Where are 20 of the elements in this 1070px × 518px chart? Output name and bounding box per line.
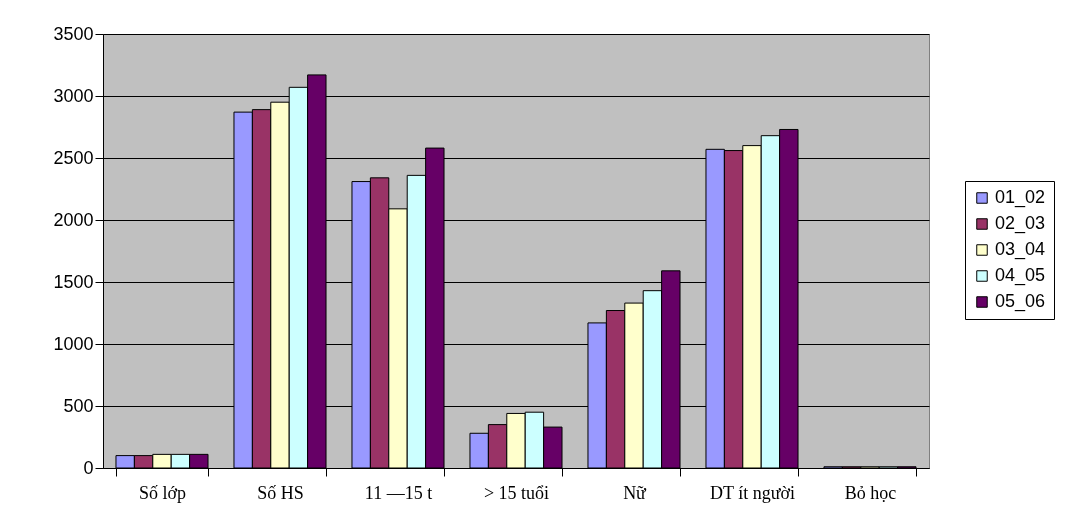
x-tick-label: Số lớp: [138, 482, 187, 503]
y-tick-label: 2500: [53, 147, 94, 168]
x-tick-label: Nữ: [623, 482, 648, 503]
legend-label: 04_05: [995, 265, 1046, 286]
legend-label: 03_04: [995, 239, 1046, 260]
y-tick-label: 2000: [53, 209, 94, 230]
x-tick-label: DT ít người: [710, 482, 795, 503]
legend-label: 05_06: [995, 291, 1046, 312]
y-tick-label: 1000: [53, 333, 94, 354]
legend-label: 01_02: [995, 187, 1046, 208]
x-tick-label: Số HS: [257, 482, 304, 503]
x-tick-label: 11 —15 t: [364, 482, 433, 503]
y-tick-label: 1500: [53, 271, 94, 292]
y-tick-label: 0: [83, 457, 94, 478]
y-tick-label: 500: [63, 395, 94, 416]
y-tick-label: 3500: [53, 23, 94, 44]
x-tick-label: > 15 tuổi: [483, 482, 550, 503]
y-tick-label: 3000: [53, 85, 94, 106]
x-tick-label: Bỏ học: [844, 482, 897, 503]
legend-label: 02_03: [995, 213, 1046, 234]
